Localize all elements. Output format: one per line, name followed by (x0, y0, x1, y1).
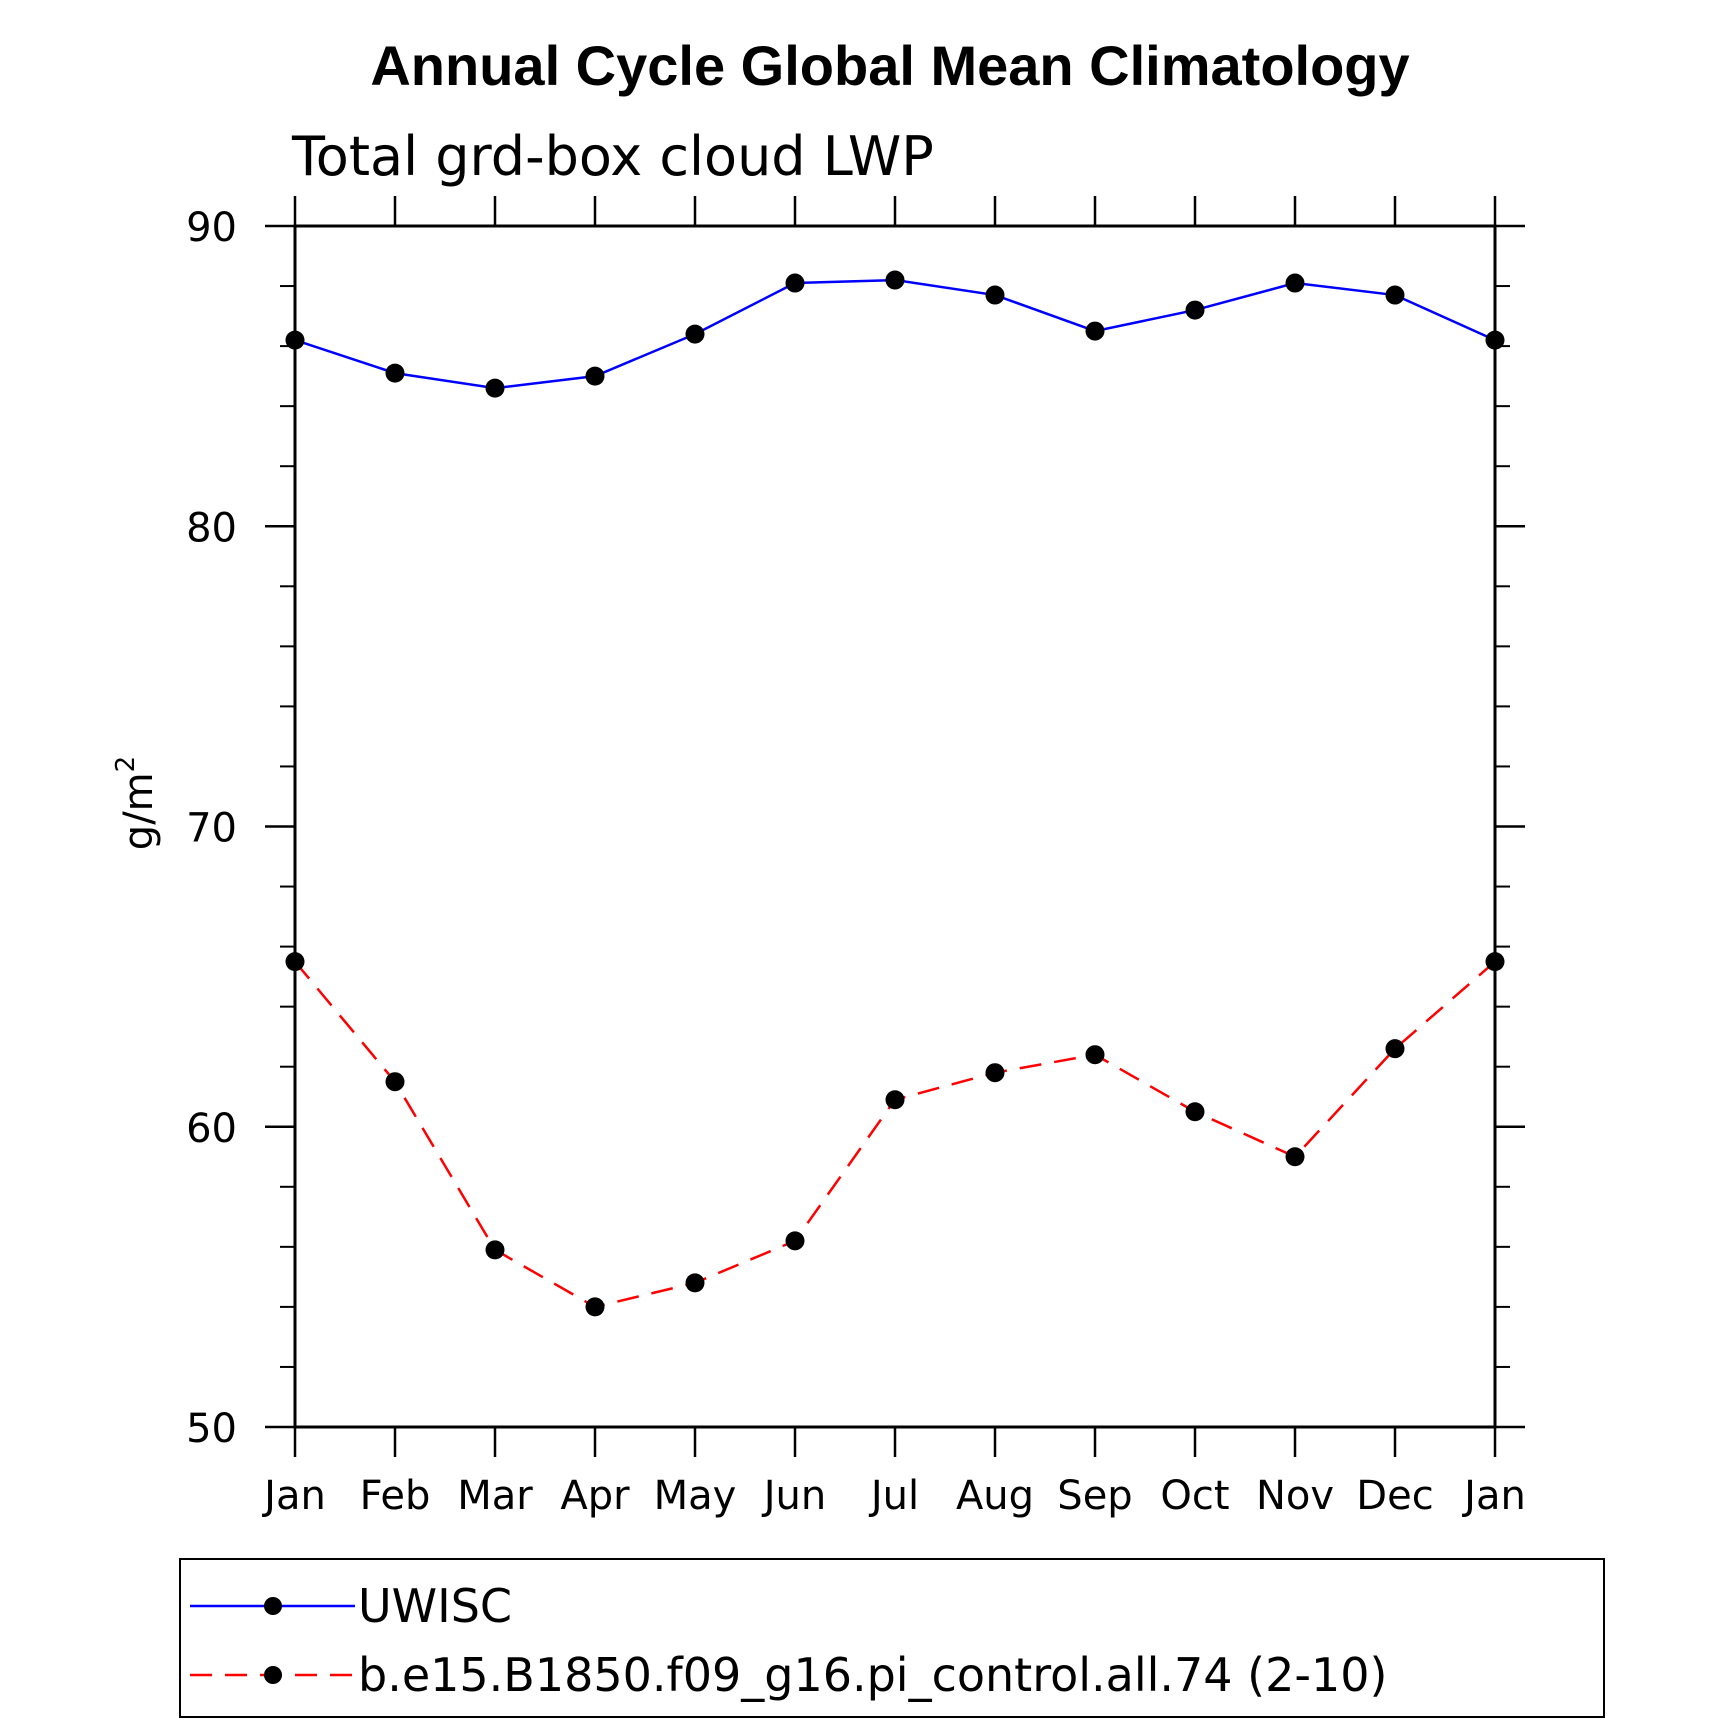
x-tick-label: Oct (1160, 1473, 1229, 1519)
series-1-point (485, 1240, 505, 1260)
series-0-point (485, 378, 505, 398)
legend-label-control: b.e15.B1850.f09_g16.pi_control.all.74 (2… (358, 1648, 1387, 1702)
y-tick-label: 50 (186, 1406, 237, 1452)
series-1-point (785, 1231, 805, 1251)
series-0-point (1285, 273, 1305, 293)
legend-marker-uwisc (264, 1597, 282, 1615)
series-1-point (685, 1273, 705, 1293)
series-0-point (1185, 300, 1205, 320)
plot-border (293, 224, 1497, 1429)
x-tick-label: Nov (1256, 1473, 1334, 1519)
y-tick-label: 70 (186, 806, 237, 852)
x-tick-label: Feb (360, 1473, 431, 1519)
series-0-point (585, 366, 605, 386)
x-tick-label: May (654, 1473, 737, 1519)
x-tick-label: Dec (1356, 1473, 1433, 1519)
series-0-point (285, 330, 305, 350)
series-1-point (985, 1063, 1005, 1083)
y-axis-label-text: g/m (116, 772, 162, 850)
plot-frame (293, 224, 1497, 1429)
x-tick-label: Sep (1057, 1473, 1132, 1519)
legend-box (179, 1558, 1605, 1718)
series-0-point (985, 285, 1005, 305)
y-tick-label: 80 (186, 505, 237, 551)
legend-marker-control (264, 1666, 282, 1684)
series-1-point (1485, 952, 1505, 972)
series-0-point (885, 270, 905, 290)
series-layer (285, 270, 1505, 1317)
y-axis-label: g/m2 (111, 756, 162, 850)
series-1-point (1085, 1045, 1105, 1065)
y-tick-label: 60 (186, 1106, 237, 1152)
axis-ticks (265, 196, 1525, 1457)
series-0-point (1385, 285, 1405, 305)
series-1-point (1285, 1147, 1305, 1167)
series-1-point (885, 1090, 905, 1110)
y-axis-label-superscript: 2 (111, 756, 141, 773)
axis-tick-labels: Jan Feb Mar Apr May Jun Jul Aug Sep Oct Nov Dec Jan 5… (186, 205, 1526, 1519)
x-tick-label: Jul (868, 1473, 919, 1519)
x-tick-label: Jan (1461, 1473, 1526, 1519)
series-1-point (1385, 1039, 1405, 1059)
series-0-point (1085, 321, 1105, 341)
series-0-point (385, 363, 405, 383)
chart-subtitle: Total grd-box cloud LWP (291, 125, 934, 188)
series-1-point (285, 952, 305, 972)
series-0-point (685, 324, 705, 344)
legend-label-uwisc: UWISC (358, 1579, 512, 1633)
x-tick-label: Jan (261, 1473, 326, 1519)
x-tick-label: Apr (560, 1473, 630, 1519)
series-1-point (585, 1297, 605, 1317)
legend: UWISC b.e15.B1850.f09_g16.pi_control.all… (179, 1558, 1605, 1718)
svg-text:g/m2: g/m2 (111, 756, 162, 850)
series-line-0 (294, 278, 1496, 390)
series-line-1 (294, 960, 1496, 1309)
x-tick-label: Aug (956, 1473, 1034, 1519)
series-0-point (785, 273, 805, 293)
chart-title: Annual Cycle Global Mean Climatology (370, 34, 1409, 97)
series-1-point (385, 1072, 405, 1092)
y-tick-label: 90 (186, 205, 237, 251)
x-tick-label: Jun (761, 1473, 827, 1519)
series-1-point (1185, 1102, 1205, 1122)
series-0-point (1485, 330, 1505, 350)
x-tick-label: Mar (457, 1473, 533, 1519)
